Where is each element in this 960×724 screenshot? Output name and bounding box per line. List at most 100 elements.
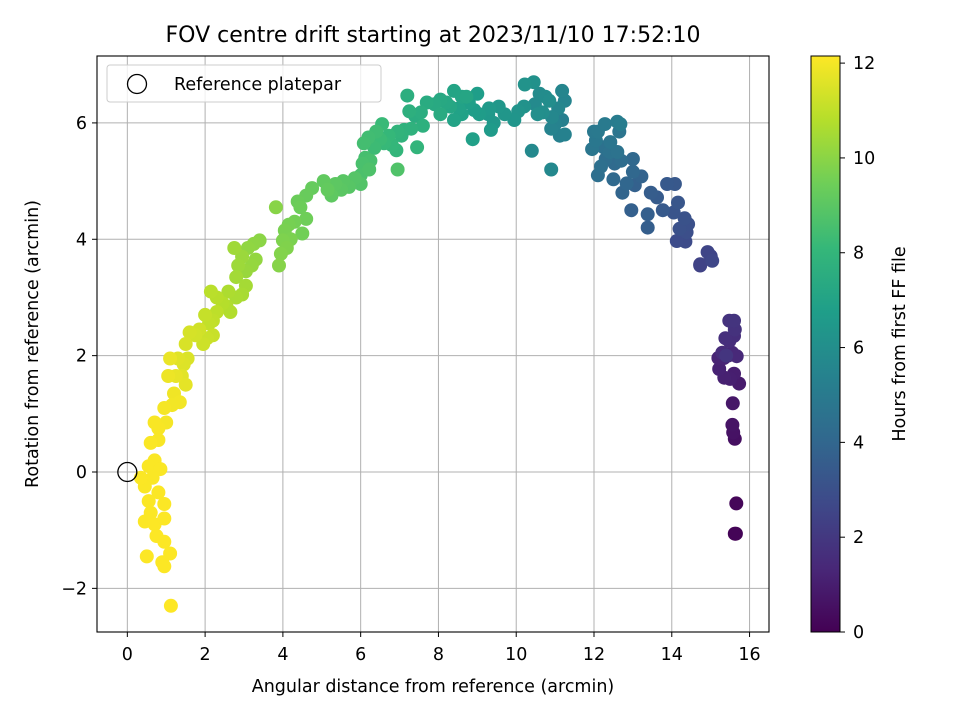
data-point: [613, 117, 628, 132]
data-point: [400, 88, 415, 103]
data-points: [133, 75, 747, 613]
data-point: [139, 549, 154, 564]
data-point: [712, 362, 727, 376]
data-point: [625, 152, 640, 166]
x-tick-label: 10: [505, 645, 527, 665]
data-point: [705, 253, 720, 268]
data-point: [404, 121, 419, 136]
data-point: [669, 234, 684, 248]
colorbar-tick-label: 10: [853, 149, 875, 169]
data-point: [729, 349, 744, 364]
chart-title: FOV centre drift starting at 2023/11/10 …: [166, 23, 701, 48]
data-point: [161, 369, 176, 383]
y-axis-label: Rotation from reference (arcmin): [23, 200, 43, 488]
x-tick-label: 14: [661, 645, 683, 665]
data-point: [643, 185, 658, 200]
data-point: [470, 86, 485, 101]
data-point: [555, 83, 570, 98]
x-tick-label: 6: [355, 645, 366, 665]
data-point: [719, 348, 734, 363]
data-point: [293, 200, 308, 215]
data-point: [410, 140, 425, 155]
data-point: [390, 162, 405, 177]
y-tick-label: 2: [76, 347, 87, 367]
data-point: [483, 122, 498, 137]
x-axis-label: Angular distance from reference (arcmin): [252, 677, 615, 697]
legend-box: [106, 64, 382, 103]
x-tick-label: 12: [583, 645, 605, 665]
data-point: [660, 177, 675, 191]
data-point: [619, 176, 634, 191]
data-point: [229, 270, 244, 285]
y-tick-label: −2: [61, 579, 87, 599]
data-point: [178, 377, 193, 392]
colorbar-tick-label: 6: [853, 339, 864, 359]
data-point: [133, 470, 148, 485]
data-point: [693, 257, 708, 272]
legend: Reference platepar: [106, 64, 382, 103]
data-point: [597, 117, 612, 132]
data-point: [362, 162, 377, 177]
data-point: [273, 246, 288, 261]
colorbar-label: Hours from first FF file: [890, 246, 910, 441]
reference-platepar-point: [117, 461, 138, 483]
data-point: [151, 485, 166, 500]
colorbar-ticks: 0 2 4 6 8 10 12: [840, 54, 875, 643]
data-point: [320, 182, 335, 197]
data-point: [415, 118, 430, 133]
grid-lines: [97, 56, 769, 632]
data-point: [729, 496, 744, 511]
data-point: [447, 113, 461, 127]
data-point: [603, 135, 618, 150]
data-point: [157, 559, 172, 574]
data-point: [610, 145, 625, 159]
data-point: [157, 511, 172, 526]
data-point: [725, 396, 740, 411]
y-axis-ticks: −2 0 2 4 6: [61, 114, 97, 599]
data-point: [178, 337, 193, 351]
data-point: [268, 200, 283, 215]
y-tick-label: 4: [76, 230, 87, 250]
data-point: [727, 313, 741, 328]
plot-area: [96, 55, 770, 633]
x-tick-label: 8: [433, 645, 444, 665]
plot-frame: [96, 55, 770, 633]
colorbar-tick-label: 8: [853, 244, 864, 264]
data-point: [625, 164, 640, 179]
data-point: [594, 159, 608, 174]
data-point: [198, 307, 213, 322]
data-point: [299, 211, 314, 226]
data-point: [728, 526, 743, 541]
data-point: [433, 107, 448, 122]
data-point: [655, 203, 670, 218]
data-point: [157, 497, 172, 511]
x-tick-label: 16: [738, 645, 760, 665]
data-point: [182, 325, 197, 340]
data-point: [524, 143, 539, 158]
data-point: [272, 258, 286, 273]
data-point: [221, 284, 236, 299]
colorbar-gradient: [810, 55, 841, 633]
data-point: [542, 93, 557, 108]
x-axis-ticks: 0 2 4 6 8 10 12 14 16: [122, 632, 761, 665]
data-point: [530, 107, 545, 122]
legend-marker-open-circle-icon: [126, 73, 148, 95]
data-point: [356, 136, 371, 151]
data-point: [203, 284, 218, 299]
x-tick-label: 4: [277, 645, 288, 665]
data-point: [640, 207, 655, 222]
data-point: [157, 534, 172, 549]
data-point: [147, 415, 162, 430]
data-point: [640, 220, 655, 235]
data-point: [725, 417, 740, 432]
data-point: [557, 127, 572, 142]
legend-label: Reference platepar: [174, 75, 342, 95]
data-point: [606, 172, 621, 187]
colorbar-tick-label: 12: [853, 54, 875, 74]
data-point: [143, 435, 158, 450]
x-tick-label: 0: [122, 645, 133, 665]
data-point: [544, 121, 559, 136]
data-point: [402, 104, 417, 119]
colorbar-tick-label: 4: [853, 433, 864, 453]
data-point: [227, 241, 242, 255]
